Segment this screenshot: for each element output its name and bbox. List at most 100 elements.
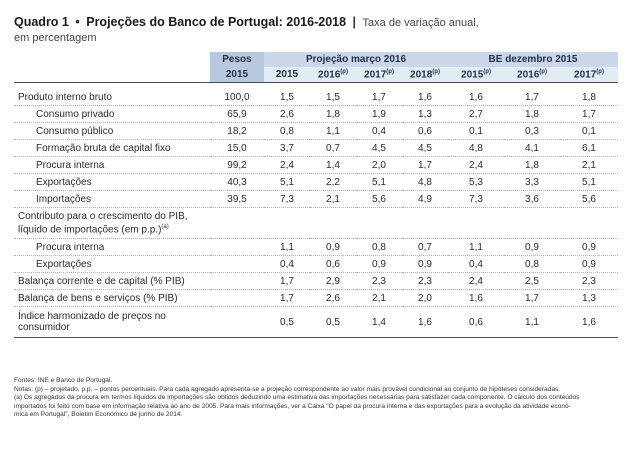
value-cell: 4,5 [356, 139, 402, 157]
value-cell: 0,9 [560, 255, 619, 273]
year-label: 2015 [275, 69, 299, 80]
value-cell: 18,2 [210, 122, 264, 140]
value-cell: 1,1 [448, 238, 504, 256]
value-cell: 1,8 [560, 89, 619, 106]
box-heading: Projeções do Banco de Portugal: 2016-201… [86, 15, 347, 29]
value-cell: 2,1 [356, 289, 402, 307]
value-cell: 2,4 [264, 156, 310, 174]
box-number: Quadro 1 [14, 15, 69, 29]
row-label: Contributo para o crescimento do PIB, líq… [14, 207, 210, 239]
value-cell: 1,6 [402, 89, 448, 106]
year-header-1: 2015 [264, 67, 310, 83]
year-header-6: 2016(p) [504, 67, 560, 83]
table-row: Procura interna 1,1 0,9 0,8 0,7 1,1 0,9 0,9 [14, 238, 619, 256]
value-cell: 2,7 [448, 105, 504, 123]
row-label: Exportações [14, 255, 210, 273]
value-cell: 1,7 [264, 272, 310, 290]
value-cell: 1,7 [504, 289, 560, 307]
footnote-a-line2: importados foi feito com base em informa… [14, 402, 571, 410]
value-cell: 2,9 [310, 272, 356, 290]
value-cell [402, 207, 448, 239]
value-cell: 1,6 [448, 89, 504, 106]
value-cell: 15,0 [210, 139, 264, 157]
value-cell: 0,1 [560, 122, 619, 140]
value-cell: 4,5 [402, 139, 448, 157]
value-cell: 6,1 [560, 139, 619, 157]
value-cell: 0,4 [448, 255, 504, 273]
value-cell: 1,7 [504, 89, 560, 106]
value-cell: 1,7 [264, 289, 310, 307]
row-label: Exportações [14, 173, 210, 191]
year-header-7: 2017(p) [560, 67, 619, 83]
value-cell: 1,7 [402, 156, 448, 174]
value-cell [210, 255, 264, 273]
value-cell: 0,9 [504, 238, 560, 256]
footnotes: Fontes: INE e Banco de Portugal. Notas: … [14, 377, 624, 420]
row-label-line1: Contributo para o crescimento do PIB, [18, 210, 188, 222]
value-cell: 3,3 [504, 173, 560, 191]
year-label: 2017 [574, 69, 597, 81]
value-cell: 2,5 [504, 272, 560, 290]
row-label: Balança de bens e serviços (% PIB) [14, 289, 210, 307]
value-cell: 1,6 [560, 306, 619, 338]
value-cell [210, 238, 264, 256]
value-cell [210, 306, 264, 338]
year-header-row: 2015 2015 2016(p) 2017(p) 2018(p) 2015(p) 2016… [14, 67, 619, 83]
value-cell: 5,1 [356, 173, 402, 191]
value-cell: 5,1 [560, 173, 619, 191]
value-cell: 5,6 [356, 190, 402, 208]
projected-mark: (p) [432, 68, 440, 75]
row-label: Importações [14, 190, 210, 208]
value-cell: 0,9 [560, 238, 619, 256]
value-cell: 0,3 [504, 122, 560, 140]
value-cell: 39,5 [210, 190, 264, 208]
table-row: Consumo privado 65,9 2,6 1,8 1,9 1,3 2,7 1,8 1,7 [14, 105, 619, 123]
year-label: 2015 [225, 69, 249, 80]
value-cell: 3,7 [264, 139, 310, 157]
value-cell: 0,4 [264, 255, 310, 273]
value-cell: 0,6 [448, 306, 504, 338]
box-subtitle: Taxa de variação anual, [362, 17, 479, 29]
value-cell: 1,1 [504, 306, 560, 338]
value-cell: 1,7 [560, 105, 619, 123]
value-cell: 5,3 [448, 173, 504, 191]
row-label: Produto interno bruto [14, 89, 210, 106]
value-cell: 99,2 [210, 156, 264, 174]
value-cell: 2,4 [448, 156, 504, 174]
value-cell: 1,1 [264, 238, 310, 256]
value-cell: 0,6 [402, 122, 448, 140]
row-label: Consumo privado [14, 105, 210, 123]
table-row: Importações 39,5 7,3 2,1 5,6 4,9 7,3 3,6 5,6 [14, 190, 619, 208]
value-cell: 1,8 [310, 105, 356, 123]
table-row: Consumo público 18,2 0,8 1,1 0,4 0,6 0,1 0,3 0,1 [14, 122, 619, 140]
value-cell: 1,5 [264, 89, 310, 106]
row-label: Balança corrente e de capital (% PIB) [14, 272, 210, 290]
value-cell: 2,3 [402, 272, 448, 290]
year-label: 2015 [461, 69, 484, 81]
row-label-line2: líquido de importações (em p.p.) [18, 224, 162, 236]
row-label-line2: consumidor [18, 322, 70, 333]
value-cell [356, 207, 402, 239]
year-header-0: 2015 [210, 67, 264, 83]
row-label: Formação bruta de capital fixo [14, 139, 210, 157]
projections-table: Pesos Projeção março 2016 BE dezembro 20… [14, 52, 619, 338]
value-cell: 1,9 [356, 105, 402, 123]
footnote-a-line1: (a) Os agregados da procura em termos lí… [14, 394, 580, 402]
table-row: Índice harmonizado de preços no consumido… [14, 306, 619, 338]
group-be: BE dezembro 2015 [448, 52, 619, 67]
value-cell: 65,9 [210, 105, 264, 123]
value-cell [210, 289, 264, 307]
value-cell: 0,4 [356, 122, 402, 140]
value-cell: 100,0 [210, 89, 264, 106]
table-row: Formação bruta de capital fixo 15,0 3,7 0,7… [14, 139, 619, 157]
row-label: Consumo público [14, 122, 210, 140]
value-cell: 0,7 [402, 238, 448, 256]
notes-note: Notas: (p) – projetado, p.p. – pontos pe… [14, 385, 561, 393]
value-cell: 0,8 [504, 255, 560, 273]
row-label-line1: Índice harmonizado de preços no [18, 311, 166, 322]
value-cell: 40,3 [210, 173, 264, 191]
value-cell [210, 272, 264, 290]
value-cell [448, 207, 504, 239]
value-cell: 0,9 [402, 255, 448, 273]
value-cell: 2,6 [264, 105, 310, 123]
